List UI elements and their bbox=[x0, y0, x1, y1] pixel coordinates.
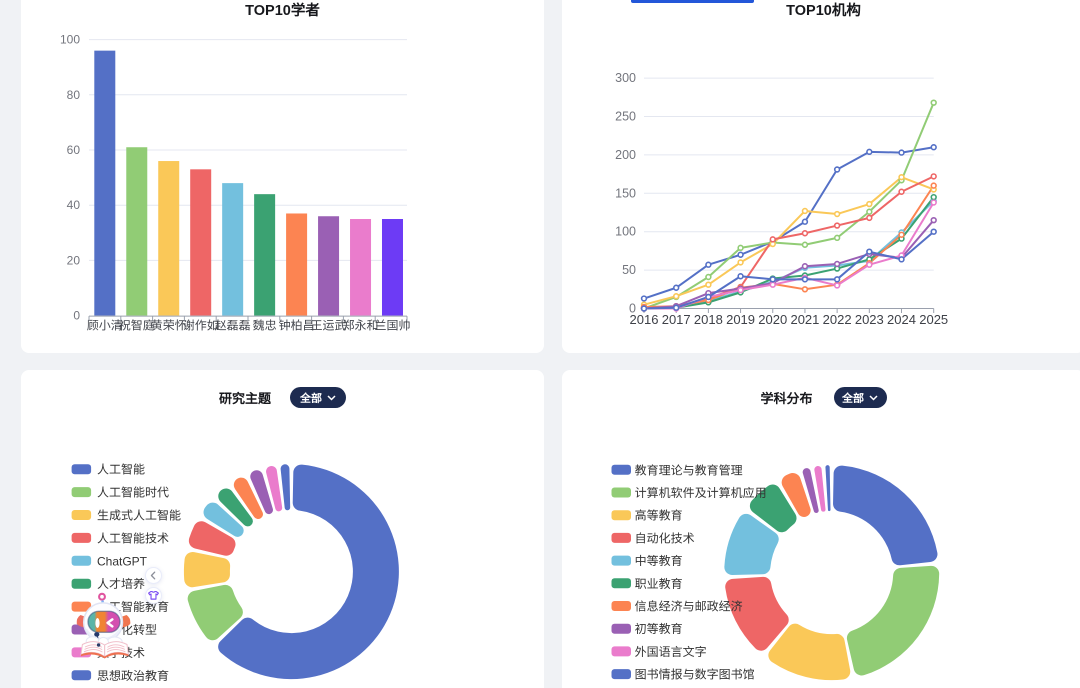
svg-text:人工智能时代: 人工智能时代 bbox=[97, 486, 169, 500]
svg-text:2020: 2020 bbox=[758, 312, 787, 327]
svg-text:钟柏昌: 钟柏昌 bbox=[279, 318, 315, 332]
svg-text:0: 0 bbox=[73, 309, 80, 323]
svg-text:2025: 2025 bbox=[919, 312, 948, 327]
svg-text:兰国帅: 兰国帅 bbox=[374, 318, 410, 332]
svg-text:职业教育: 职业教育 bbox=[635, 577, 683, 591]
svg-text:生成式人工智能: 生成式人工智能 bbox=[97, 509, 181, 523]
svg-text:信息经济与邮政经济: 信息经济与邮政经济 bbox=[635, 600, 743, 614]
svg-text:图书情报与数字图书馆: 图书情报与数字图书馆 bbox=[635, 668, 755, 682]
svg-text:祝智庭: 祝智庭 bbox=[119, 318, 155, 332]
svg-text:2021: 2021 bbox=[790, 312, 819, 327]
svg-text:2024: 2024 bbox=[887, 312, 916, 327]
svg-text:顾小清: 顾小清 bbox=[87, 318, 123, 332]
svg-text:人工智能: 人工智能 bbox=[97, 463, 145, 477]
svg-text:150: 150 bbox=[615, 186, 636, 200]
svg-text:2017: 2017 bbox=[662, 312, 691, 327]
svg-text:60: 60 bbox=[67, 143, 81, 157]
svg-text:王运武: 王运武 bbox=[311, 318, 347, 332]
svg-text:2022: 2022 bbox=[823, 312, 852, 327]
svg-text:计算机软件及计算机应用: 计算机软件及计算机应用 bbox=[635, 486, 767, 500]
svg-text:外国语言文字: 外国语言文字 bbox=[635, 645, 707, 659]
svg-text:魏忠: 魏忠 bbox=[253, 318, 277, 332]
svg-text:300: 300 bbox=[615, 71, 636, 85]
svg-text:50: 50 bbox=[622, 263, 636, 277]
svg-text:人才培养: 人才培养 bbox=[97, 577, 145, 591]
svg-text:黄荣怀: 黄荣怀 bbox=[151, 318, 187, 332]
svg-text:200: 200 bbox=[615, 148, 636, 162]
svg-text:初等教育: 初等教育 bbox=[635, 622, 683, 636]
svg-text:250: 250 bbox=[615, 110, 636, 124]
svg-text:100: 100 bbox=[60, 33, 80, 47]
svg-text:自动化技术: 自动化技术 bbox=[635, 531, 695, 545]
svg-text:20: 20 bbox=[67, 253, 81, 267]
svg-text:中等教育: 中等教育 bbox=[635, 554, 683, 568]
svg-text:2023: 2023 bbox=[855, 312, 884, 327]
svg-text:谢作如: 谢作如 bbox=[183, 318, 219, 332]
svg-text:ChatGPT: ChatGPT bbox=[97, 554, 148, 568]
svg-text:人工智能技术: 人工智能技术 bbox=[97, 531, 169, 545]
svg-text:2018: 2018 bbox=[694, 312, 723, 327]
svg-text:思想政治教育: 思想政治教育 bbox=[97, 669, 169, 683]
svg-text:40: 40 bbox=[67, 198, 81, 212]
svg-text:高等教育: 高等教育 bbox=[635, 509, 683, 523]
svg-text:80: 80 bbox=[67, 88, 81, 102]
svg-text:郑永和: 郑永和 bbox=[343, 318, 379, 332]
svg-text:100: 100 bbox=[615, 225, 636, 239]
svg-text:0: 0 bbox=[629, 302, 636, 316]
svg-text:2016: 2016 bbox=[630, 312, 659, 327]
svg-text:2019: 2019 bbox=[726, 312, 755, 327]
svg-text:赵磊磊: 赵磊磊 bbox=[215, 318, 251, 332]
svg-text:教育理论与教育管理: 教育理论与教育管理 bbox=[635, 463, 743, 477]
